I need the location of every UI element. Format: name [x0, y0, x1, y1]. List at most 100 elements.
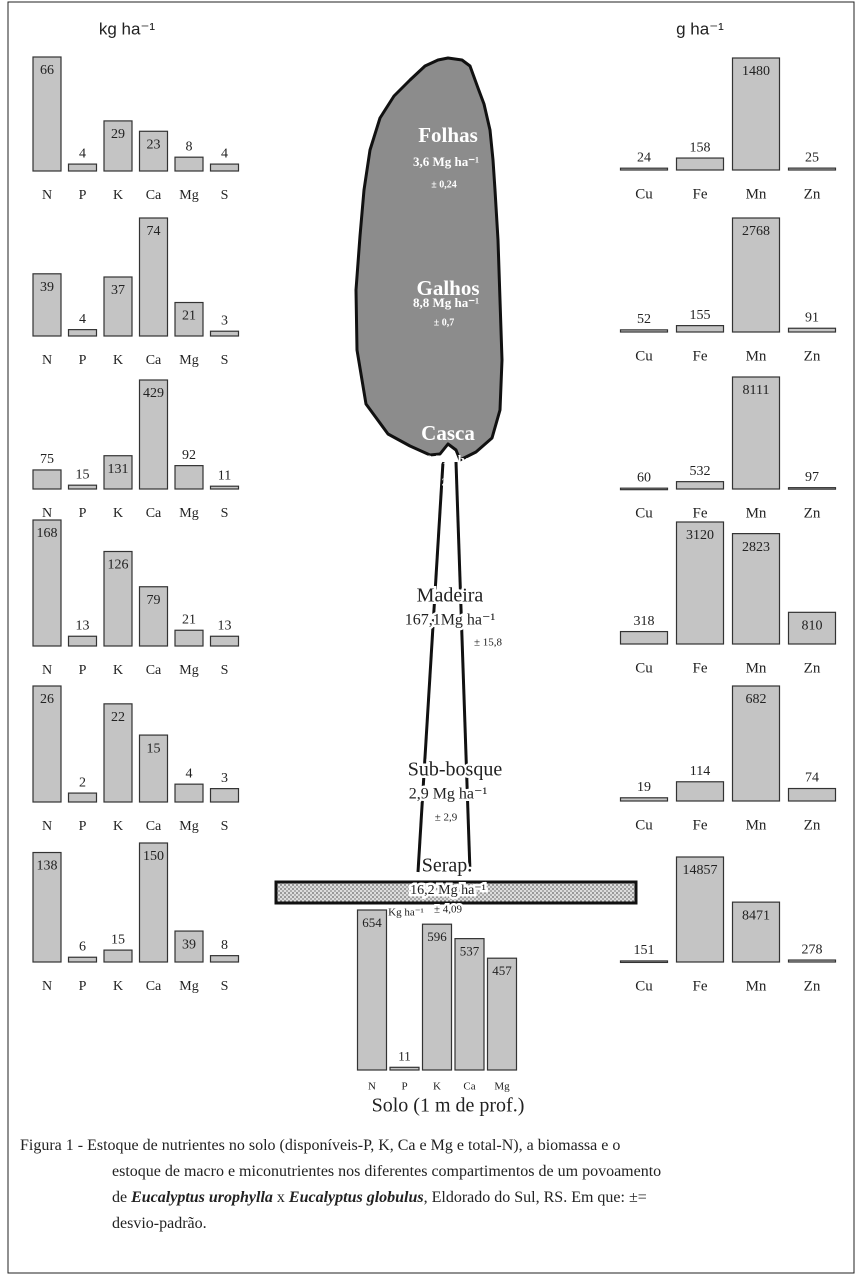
value-label: 278: [802, 942, 823, 957]
value-label: 60: [637, 470, 651, 485]
x-tick-label: Cu: [635, 348, 653, 364]
value-label: 2: [79, 775, 86, 790]
value-label: 596: [427, 929, 447, 944]
value-label: 15: [111, 932, 125, 947]
x-tick-label: Cu: [635, 660, 653, 676]
value-label: 810: [802, 619, 823, 634]
value-label: 75: [40, 452, 54, 467]
compartment-sd: ± 15,8: [474, 637, 503, 649]
value-label: 19: [637, 780, 651, 795]
x-tick-label: K: [113, 979, 123, 994]
bar: [69, 957, 97, 962]
value-label: 8: [186, 139, 193, 154]
x-tick-label: Mg: [179, 663, 198, 678]
x-tick-label: N: [42, 188, 52, 203]
x-tick-label: Fe: [693, 186, 708, 202]
value-label: 37: [111, 283, 125, 298]
compartment-name: Sub-bosque: [408, 759, 503, 781]
bar: [358, 910, 387, 1070]
bar: [621, 961, 668, 963]
x-tick-label: P: [79, 353, 87, 368]
bar: [69, 164, 97, 171]
bar: [621, 330, 668, 332]
x-tick-label: Mn: [746, 186, 767, 202]
x-tick-label: P: [79, 819, 87, 834]
bar: [175, 784, 203, 802]
value-label: 114: [690, 764, 710, 779]
x-tick-label: Mg: [179, 506, 198, 521]
bar: [175, 157, 203, 171]
compartment-sd: ± 2,4: [434, 477, 455, 488]
value-label: 15: [147, 741, 161, 756]
unit-label: Kg ha⁻¹: [388, 907, 424, 919]
x-tick-label: Zn: [804, 978, 821, 994]
value-label: 22: [111, 710, 125, 725]
bar: [789, 168, 836, 170]
x-tick-label: Mn: [746, 817, 767, 833]
x-tick-label: Ca: [146, 506, 162, 521]
value-label: 11: [218, 468, 231, 483]
caption-text: , Eldorado do Sul, RS. Em que: ±=: [424, 1189, 647, 1206]
x-tick-label: K: [113, 663, 123, 678]
x-tick-label: P: [79, 979, 87, 994]
x-tick-label: Mg: [179, 188, 198, 203]
value-label: 66: [40, 63, 54, 78]
trunk-line: [418, 462, 443, 872]
x-tick-label: Zn: [804, 505, 821, 521]
bar: [621, 488, 668, 490]
x-tick-label: P: [79, 188, 87, 203]
x-tick-label: S: [221, 353, 229, 368]
x-tick-label: S: [221, 188, 229, 203]
unit-left: kg ha⁻¹: [99, 19, 156, 38]
x-tick-label: N: [42, 819, 52, 834]
bar: [211, 636, 239, 646]
bar: [69, 636, 97, 646]
compartment-name: Madeira: [417, 585, 484, 607]
x-tick-label: Fe: [693, 348, 708, 364]
x-tick-label: K: [113, 506, 123, 521]
x-tick-label: P: [401, 1081, 407, 1093]
x-tick-label: Cu: [635, 978, 653, 994]
value-label: 39: [182, 937, 196, 952]
compartment-sd: ± 2,9: [435, 812, 458, 824]
value-label: 13: [76, 618, 90, 633]
x-tick-label: Fe: [693, 817, 708, 833]
x-tick-label: Cu: [635, 505, 653, 521]
bar: [175, 630, 203, 646]
x-tick-label: Zn: [804, 186, 821, 202]
value-label: 74: [147, 224, 161, 239]
value-label: 92: [182, 448, 196, 463]
x-tick-label: Fe: [693, 978, 708, 994]
compartment-sd: ± 0,7: [434, 317, 455, 328]
x-tick-label: Mg: [179, 819, 198, 834]
x-tick-label: Mn: [746, 978, 767, 994]
value-label: 29: [111, 127, 125, 142]
bar: [211, 486, 239, 489]
bar: [789, 488, 836, 490]
unit-right: g ha⁻¹: [676, 19, 724, 38]
x-tick-label: Mn: [746, 660, 767, 676]
x-tick-label: Zn: [804, 348, 821, 364]
chart-title: Solo (1 m de prof.): [372, 1095, 525, 1117]
compartment-name: Folhas: [418, 123, 478, 147]
value-label: 13: [218, 618, 232, 633]
x-tick-label: K: [433, 1081, 441, 1093]
value-label: 3: [221, 771, 228, 786]
value-label: 74: [805, 771, 819, 786]
value-label: 25: [805, 150, 819, 165]
x-tick-label: S: [221, 979, 229, 994]
x-tick-label: Cu: [635, 186, 653, 202]
bar: [211, 331, 239, 336]
bar: [390, 1067, 419, 1070]
value-label: 39: [40, 280, 54, 295]
caption-line: de Eucalyptus urophylla x Eucalyptus glo…: [112, 1189, 647, 1206]
x-tick-label: N: [42, 506, 52, 521]
compartment-biomass: 2,9 Mg ha⁻¹: [409, 786, 488, 803]
value-label: 11: [398, 1048, 411, 1063]
caption-text: de: [112, 1189, 131, 1206]
value-label: 457: [492, 963, 512, 978]
value-label: 4: [221, 146, 228, 161]
value-label: 131: [108, 462, 129, 477]
x-tick-label: N: [42, 353, 52, 368]
bar: [621, 632, 668, 644]
